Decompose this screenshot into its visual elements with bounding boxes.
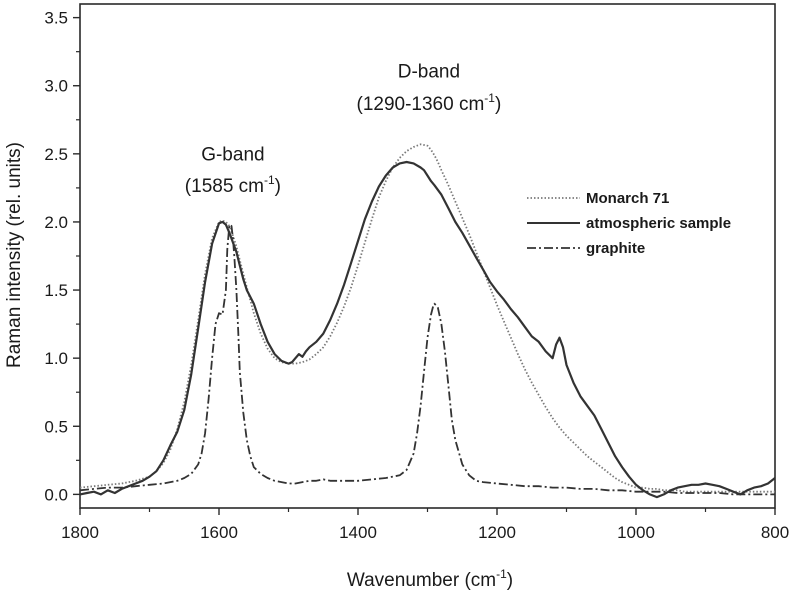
x-axis-label-superscript: -1 bbox=[496, 567, 507, 581]
axis-ticks: 1800 1600 1400 1200 1000 800 0.0 0.5 1.0 1.5 2.0 2.… bbox=[44, 9, 789, 542]
y-tick-label-5: 2.5 bbox=[44, 145, 68, 164]
d-band-wavenumber-sup: -1 bbox=[484, 91, 495, 105]
g-band-wavenumber: (1585 cm-1) bbox=[185, 173, 281, 197]
d-band-label: D-band bbox=[398, 62, 460, 83]
x-axis-label-text: Wavenumber (cm bbox=[347, 570, 496, 591]
d-band-wavenumber: (1290-1360 cm-1) bbox=[357, 91, 502, 115]
band-annotations: G-band (1585 cm-1) D-band (1290-1360 cm-… bbox=[185, 62, 502, 197]
x-axis-label-close: ) bbox=[507, 570, 513, 591]
y-tick-label-2: 1.0 bbox=[44, 349, 68, 368]
y-axis-label: Raman intensity (rel. units) bbox=[4, 142, 25, 368]
y-tick-label-0: 0.0 bbox=[44, 485, 68, 504]
x-tick-label-800: 800 bbox=[761, 523, 789, 542]
y-tick-label-3: 1.5 bbox=[44, 281, 68, 300]
g-band-wavenumber-close: ) bbox=[275, 176, 281, 197]
legend-label-atmospheric-sample: atmospheric sample bbox=[586, 215, 731, 232]
x-tick-label-1400: 1400 bbox=[339, 523, 377, 542]
series-line-atmospheric-sample bbox=[79, 160, 776, 499]
legend-label-graphite: graphite bbox=[586, 240, 645, 257]
g-band-wavenumber-sup: -1 bbox=[264, 173, 275, 187]
y-tick-label-6: 3.0 bbox=[44, 77, 68, 96]
series-layer bbox=[79, 143, 776, 499]
y-tick-label-4: 2.0 bbox=[44, 213, 68, 232]
x-tick-label-1200: 1200 bbox=[478, 523, 516, 542]
g-band-label: G-band bbox=[201, 145, 264, 166]
d-band-wavenumber-close: ) bbox=[495, 94, 501, 115]
x-axis-label: Wavenumber (cm-1) bbox=[347, 567, 513, 591]
x-tick-label-1800: 1800 bbox=[61, 523, 99, 542]
legend-label-monarch-71: Monarch 71 bbox=[586, 190, 669, 207]
x-tick-label-1000: 1000 bbox=[617, 523, 655, 542]
y-tick-label-7: 3.5 bbox=[44, 9, 68, 28]
y-tick-label-1: 0.5 bbox=[44, 417, 68, 436]
series-line-monarch-71 bbox=[79, 143, 775, 493]
g-band-wavenumber-text: (1585 cm bbox=[185, 176, 264, 197]
series-line-graphite bbox=[79, 223, 775, 496]
d-band-wavenumber-text: (1290-1360 cm bbox=[357, 94, 485, 115]
x-tick-label-1600: 1600 bbox=[200, 523, 238, 542]
legend: Monarch 71 atmospheric sample graphite bbox=[527, 190, 731, 257]
